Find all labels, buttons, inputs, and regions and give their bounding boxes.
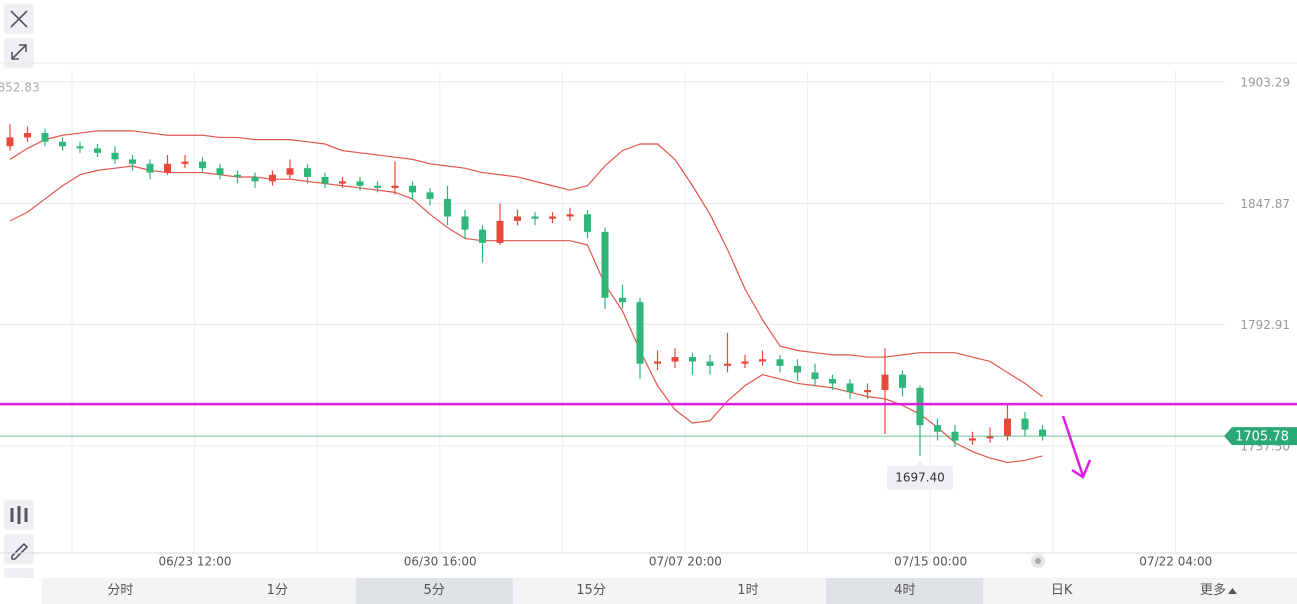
candle-body <box>531 216 539 219</box>
x-tick-label: 07/22 04:00 <box>1139 555 1212 569</box>
candle-body <box>146 163 154 173</box>
expand-icon <box>1228 588 1238 594</box>
candle-body <box>461 216 469 230</box>
band-line <box>9 130 1043 398</box>
candle-body <box>829 379 836 384</box>
timeframe-tab[interactable]: 1时 <box>737 583 759 598</box>
candle-body <box>234 174 241 177</box>
candle-body <box>1021 418 1029 430</box>
candle-body <box>689 357 696 362</box>
candle-body <box>899 374 906 388</box>
candle-body <box>881 374 889 391</box>
y-tick-label: 1792.91 <box>1240 318 1290 332</box>
band-line <box>9 165 1043 464</box>
candle-body <box>426 192 434 199</box>
candle-body <box>444 198 451 217</box>
candle-body <box>671 357 679 362</box>
timeframe-tab[interactable]: 1分 <box>266 583 288 598</box>
min-tag <box>887 460 953 490</box>
candle-body <box>269 174 276 182</box>
arrow <box>1061 415 1092 479</box>
candle-body <box>934 425 941 432</box>
candle-body <box>601 231 609 298</box>
candle-body <box>59 141 66 147</box>
candle-body <box>654 361 661 364</box>
candle-body <box>619 297 626 303</box>
candle-body <box>479 229 486 243</box>
candle-body <box>584 214 591 232</box>
min-label: 1697.40 <box>895 470 945 484</box>
candle-body <box>916 387 924 426</box>
candle-body <box>6 137 14 147</box>
candle-body <box>496 220 504 243</box>
candle-body <box>724 363 731 366</box>
candle-body <box>286 168 294 175</box>
candle-body <box>181 161 189 164</box>
candle-body <box>846 383 854 393</box>
candle-body <box>514 216 521 221</box>
candle-body <box>41 133 49 142</box>
candle-body <box>794 365 801 373</box>
candle-body <box>776 359 784 366</box>
x-tick-label: 06/23 12:00 <box>159 555 232 569</box>
timeframe-tab[interactable]: 日K <box>1050 583 1073 598</box>
candle-body <box>321 176 329 184</box>
candle-body <box>164 163 171 173</box>
candle-body <box>566 214 574 217</box>
candle-body <box>636 302 644 364</box>
candle-body <box>1004 418 1011 437</box>
x-tick-label: 07/07 20:00 <box>649 555 722 569</box>
price-tag <box>1224 427 1297 446</box>
candle-body <box>391 185 399 188</box>
timeframe-tab[interactable]: 5分 <box>355 578 513 604</box>
y-tick-label: 1847.87 <box>1240 197 1290 211</box>
x-tick-label: 07/15 00:00 <box>894 555 967 569</box>
timeframe-tab[interactable]: 15分 <box>576 583 606 598</box>
candle-body <box>811 372 819 380</box>
candle-body <box>251 176 259 182</box>
candle-body <box>759 359 766 362</box>
timeframe-tabs: 分时 1分 5分 15分 1时 4时 日K 更多 <box>42 578 1297 604</box>
candle-body <box>216 168 224 175</box>
x-tick-label: 06/30 16:00 <box>404 555 477 569</box>
candle-body <box>304 168 311 177</box>
toolbar <box>4 4 34 578</box>
timeframe-tab[interactable]: 4时 <box>826 578 984 604</box>
candle-body <box>741 361 749 364</box>
candle-body <box>339 181 346 184</box>
candle-body <box>24 133 31 138</box>
corner-label: 1852.83 <box>0 81 40 95</box>
candle-body <box>199 161 206 169</box>
candle-body <box>986 436 994 439</box>
candle-body <box>706 361 714 366</box>
candle-body <box>1039 429 1046 437</box>
candle-body <box>409 185 416 193</box>
candle-body <box>356 181 364 186</box>
timeframe-tab[interactable]: 更多 <box>1140 578 1297 604</box>
candle-body <box>129 159 136 164</box>
candle-body <box>969 438 976 441</box>
candle-body <box>374 185 381 188</box>
candle-body <box>111 152 119 160</box>
timeframe-tab[interactable]: 分时 <box>107 583 134 598</box>
price-tag-label: 1705.78 <box>1235 430 1289 445</box>
candle-body <box>549 216 556 219</box>
candle-body <box>76 146 84 149</box>
candle-body <box>94 148 101 153</box>
candle-body <box>864 390 871 393</box>
y-tick-label: 1903.29 <box>1240 75 1290 89</box>
